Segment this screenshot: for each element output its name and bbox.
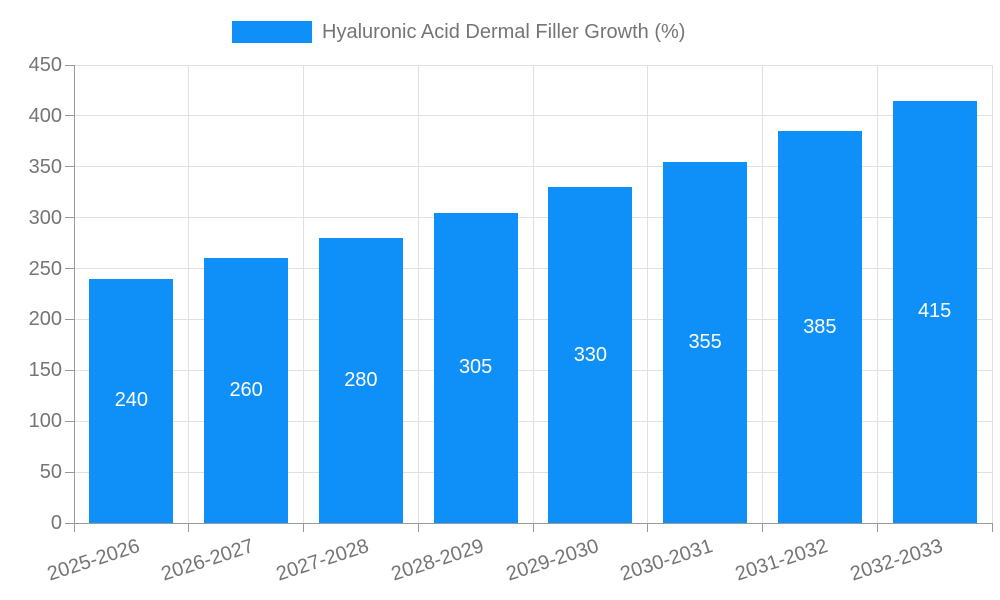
bar[interactable]: 260 — [204, 258, 289, 523]
bar-value-label: 280 — [344, 369, 378, 391]
y-axis-tick-label: 200 — [28, 308, 62, 331]
gridline-vertical — [188, 65, 190, 523]
x-axis-category-label: 2027-2028 — [273, 535, 372, 586]
y-axis-tick — [65, 420, 74, 422]
y-axis-tick-label: 450 — [28, 54, 62, 76]
y-axis-tick-label: 0 — [50, 512, 62, 534]
y-axis-tick — [65, 217, 74, 219]
x-axis-tick — [991, 523, 993, 532]
x-axis-tick — [188, 523, 190, 532]
y-axis-tick-label: 300 — [28, 206, 62, 229]
x-axis-category-label: 2030-2031 — [618, 535, 716, 586]
legend-label: Hyaluronic Acid Dermal Filler Growth (%) — [322, 20, 686, 43]
x-axis-category-label: 2026-2027 — [159, 535, 257, 586]
y-axis-tick — [65, 64, 74, 66]
y-axis-line — [73, 65, 75, 523]
legend-item[interactable]: Hyaluronic Acid Dermal Filler Growth (%) — [232, 21, 685, 43]
bar[interactable]: 385 — [777, 131, 862, 523]
bar-value-label: 415 — [917, 300, 952, 323]
x-axis-tick — [762, 523, 763, 532]
bar-value-label: 260 — [229, 379, 263, 402]
y-axis-tick — [65, 369, 74, 371]
bar[interactable]: 280 — [318, 238, 403, 523]
bar-value-label: 330 — [573, 343, 608, 366]
y-axis-tick — [65, 166, 74, 168]
x-axis-tick — [73, 523, 75, 532]
bar-value-label: 240 — [114, 389, 149, 412]
gridline-vertical — [991, 65, 993, 523]
bar[interactable]: 305 — [433, 212, 518, 523]
y-axis-tick-label: 100 — [28, 410, 62, 433]
y-axis-tick-label: 350 — [28, 155, 62, 178]
bar[interactable]: 240 — [89, 278, 174, 523]
bar[interactable]: 330 — [548, 187, 633, 523]
y-axis-tick — [65, 471, 74, 473]
x-axis-category-label: 2025-2026 — [44, 535, 143, 586]
y-axis-tick — [65, 522, 74, 524]
bar-value-label: 355 — [688, 330, 722, 353]
x-axis-category-label: 2028-2029 — [388, 535, 487, 586]
gridline-vertical — [647, 65, 649, 523]
x-axis-category-label: 2032-2033 — [847, 535, 946, 586]
y-axis-tick-label: 250 — [28, 257, 62, 280]
gridline-vertical — [532, 65, 534, 523]
gridline-vertical — [303, 65, 304, 523]
bar[interactable]: 415 — [892, 100, 977, 523]
y-axis-tick — [65, 115, 74, 117]
x-axis-category-label: 2029-2030 — [503, 535, 602, 586]
x-axis-line — [74, 522, 992, 524]
x-axis-tick — [417, 523, 419, 532]
bar-value-label: 385 — [803, 315, 837, 338]
y-axis-tick-label: 150 — [28, 359, 62, 382]
bar[interactable]: 355 — [663, 161, 748, 523]
bar-value-label: 305 — [458, 356, 493, 379]
gridline-vertical — [876, 65, 878, 523]
legend-swatch — [232, 21, 312, 43]
x-axis-tick — [303, 523, 304, 532]
x-axis-category-label: 2031-2032 — [732, 535, 831, 586]
y-axis-tick-label: 400 — [28, 104, 62, 127]
x-axis-tick — [647, 523, 649, 532]
x-axis-tick — [876, 523, 878, 532]
gridline-vertical — [417, 65, 419, 523]
y-axis-tick — [65, 268, 74, 270]
y-axis-tick — [65, 318, 74, 320]
gridline-vertical — [762, 65, 763, 523]
x-axis-tick — [532, 523, 534, 532]
y-axis-tick-label: 50 — [39, 461, 62, 484]
